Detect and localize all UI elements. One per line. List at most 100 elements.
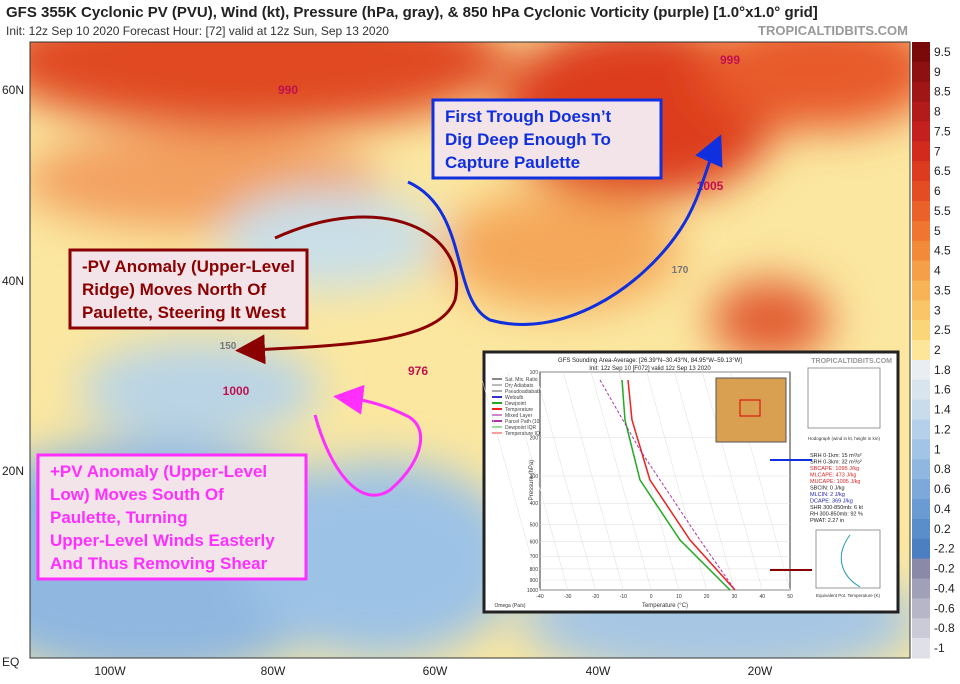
annotation-text: Ridge) Moves North Of <box>82 280 267 299</box>
annotation-text: First Trough Doesn’t <box>445 107 612 126</box>
omega-label: Omega (Pa/s) <box>494 603 525 609</box>
colorbar-label: 1.4 <box>934 403 951 417</box>
colorbar-label: -2.2 <box>934 542 955 556</box>
temp-grid <box>535 371 596 591</box>
colorbar-label: 1.8 <box>934 363 951 377</box>
annotation-text: Low) Moves South Of <box>50 485 224 504</box>
colorbar-label: 0.4 <box>934 502 951 516</box>
map-thumbnail <box>715 377 787 443</box>
temp-grid <box>479 371 541 591</box>
annotation-text: -PV Anomaly (Upper-Level <box>82 257 295 276</box>
legend-label: Sat. Mix. Ratio <box>505 377 538 383</box>
pressure-tick: 200 <box>530 436 539 442</box>
theta-e-profile <box>840 534 861 588</box>
legend-label: Pseudoadiabats <box>505 389 541 395</box>
colorbar-label: 3 <box>934 303 941 317</box>
lon-label: 20W <box>748 664 773 678</box>
ridge-arrow <box>235 215 459 365</box>
colorbar-label: 2 <box>934 343 941 357</box>
pressure-label: 990 <box>278 83 298 97</box>
colorbar-swatch <box>912 439 930 460</box>
colorbar-swatch <box>912 42 930 63</box>
y-axis-label: Pressure (hPa) <box>529 460 535 500</box>
colorbar-label: -1 <box>934 641 945 655</box>
colorbar-label: 2.5 <box>934 323 951 337</box>
colorbar-swatch <box>912 141 930 162</box>
colorbar-swatch <box>912 499 930 520</box>
temperature-tick: -20 <box>592 594 599 600</box>
stat-line: MLCIN: 2 J/kg <box>810 492 845 498</box>
colorbar-swatch <box>912 61 930 83</box>
colorbar-label: 0.6 <box>934 482 951 496</box>
pressure-tick: 400 <box>530 501 539 507</box>
annotation-text: +PV Anomaly (Upper-Level <box>50 462 267 481</box>
stat-line: MLCAPE: 473 J/kg <box>810 473 856 479</box>
temperature-tick: 40 <box>759 594 765 600</box>
colorbar-swatch <box>912 200 930 222</box>
temp-grid <box>618 371 680 591</box>
annotation-box <box>431 98 663 180</box>
colorbar-swatch <box>912 379 930 401</box>
temperature-tick: 50 <box>787 594 793 600</box>
pressure-tick: 500 <box>530 522 539 528</box>
legend-label: Dry Adiabats <box>505 383 534 389</box>
colorbar-swatch <box>912 340 930 361</box>
colorbar-swatch <box>912 81 930 103</box>
colorbar-label: 5 <box>934 224 941 238</box>
colorbar-label: 7 <box>934 144 941 158</box>
colorbar-label: -0.6 <box>934 601 955 615</box>
legend-label: Temperature <box>505 407 533 413</box>
colorbar-swatch <box>912 479 930 500</box>
stat-line: SBCIN: 0 J/kg <box>810 486 845 492</box>
stat-line: SBCAPE: 1095 J/kg <box>810 466 859 472</box>
legend-label: Parcel Path (100mb) <box>505 419 551 425</box>
thumbnail-box <box>739 399 761 417</box>
legend-label: Dewpoint IQR <box>505 425 537 431</box>
lat-label: EQ <box>2 655 19 669</box>
colorbar-label: 9 <box>934 65 941 79</box>
colorbar-label: -0.8 <box>934 621 955 635</box>
stat-line: MUCAPE: 1095 J/kg <box>810 479 860 485</box>
colorbar-swatch <box>912 618 930 639</box>
pressure-tick: 700 <box>530 554 539 560</box>
colorbar-label: 3.5 <box>934 283 951 297</box>
temp-grid <box>590 371 652 591</box>
colorbar-label: 0.2 <box>934 522 951 536</box>
annotation-text: Paulette, Turning <box>50 508 188 527</box>
colorbar-label: 1 <box>934 442 941 456</box>
profile-label: Equivalent Pot. Temperature (K) <box>816 593 880 598</box>
stat-line: PWAT: 2.27 in <box>810 518 844 524</box>
pressure-label: 1000 <box>223 384 250 398</box>
stat-line: DCAPE: 369 J/kg <box>810 499 853 505</box>
pressure-label: 999 <box>720 53 740 67</box>
colorbar-label: 5.5 <box>934 204 951 218</box>
pressure-tick: 600 <box>530 540 539 546</box>
temperature-tick: -40 <box>536 594 543 600</box>
colorbar-label: 9.5 <box>934 45 951 59</box>
annotations: First Trough Doesn’t Dig Deep Enough To Ca… <box>36 98 663 581</box>
map-frame <box>29 41 911 659</box>
colorbar-swatch <box>912 419 930 440</box>
colorbar-swatch <box>912 280 930 301</box>
colorbar-label: 6 <box>934 184 941 198</box>
annotation-box <box>36 453 308 581</box>
temp-grid <box>646 371 707 591</box>
subtitle: Init: 12z Sep 10 2020 Forecast Hour: [72… <box>6 24 389 38</box>
colorbar-swatch <box>912 459 930 480</box>
brand: TROPICALTIDBITS.COM <box>758 23 908 38</box>
inset-title: GFS Sounding Area-Average: [26.39°N–30.4… <box>558 358 742 364</box>
colorbar-swatch <box>912 161 930 182</box>
colorbar-label: 6.5 <box>934 164 951 178</box>
temperature-tick: 20 <box>704 594 710 600</box>
temperature-tick: 30 <box>732 594 738 600</box>
annotation-text: Paulette, Steering It West <box>82 303 286 322</box>
x-axis-label: Temperature (°C) <box>642 603 688 609</box>
stat-line: SRH 0-1km: 15 m²/s² <box>810 453 862 459</box>
pressure-label: 150 <box>220 341 237 352</box>
colorbar-swatch <box>912 240 930 262</box>
legend-label: Wetbulb <box>505 395 523 401</box>
legend-label: Temperature IQR <box>505 431 544 437</box>
lon-label: 80W <box>261 664 286 678</box>
